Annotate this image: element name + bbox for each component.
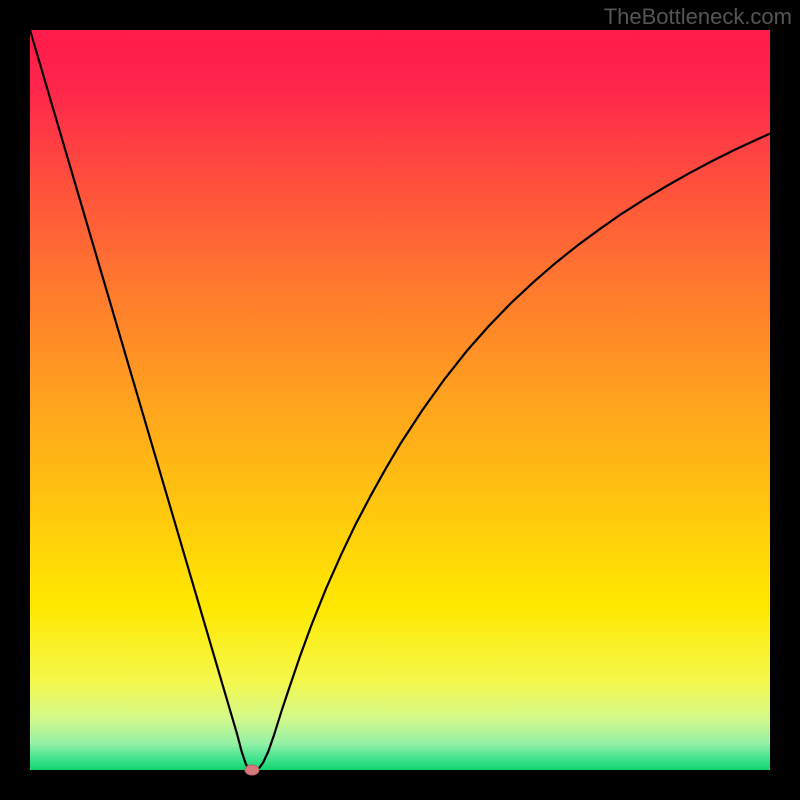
- plot-background: [30, 30, 770, 770]
- bottleneck-chart: [0, 0, 800, 800]
- watermark-text: TheBottleneck.com: [604, 4, 792, 30]
- minimum-marker: [245, 765, 259, 775]
- chart-container: TheBottleneck.com: [0, 0, 800, 800]
